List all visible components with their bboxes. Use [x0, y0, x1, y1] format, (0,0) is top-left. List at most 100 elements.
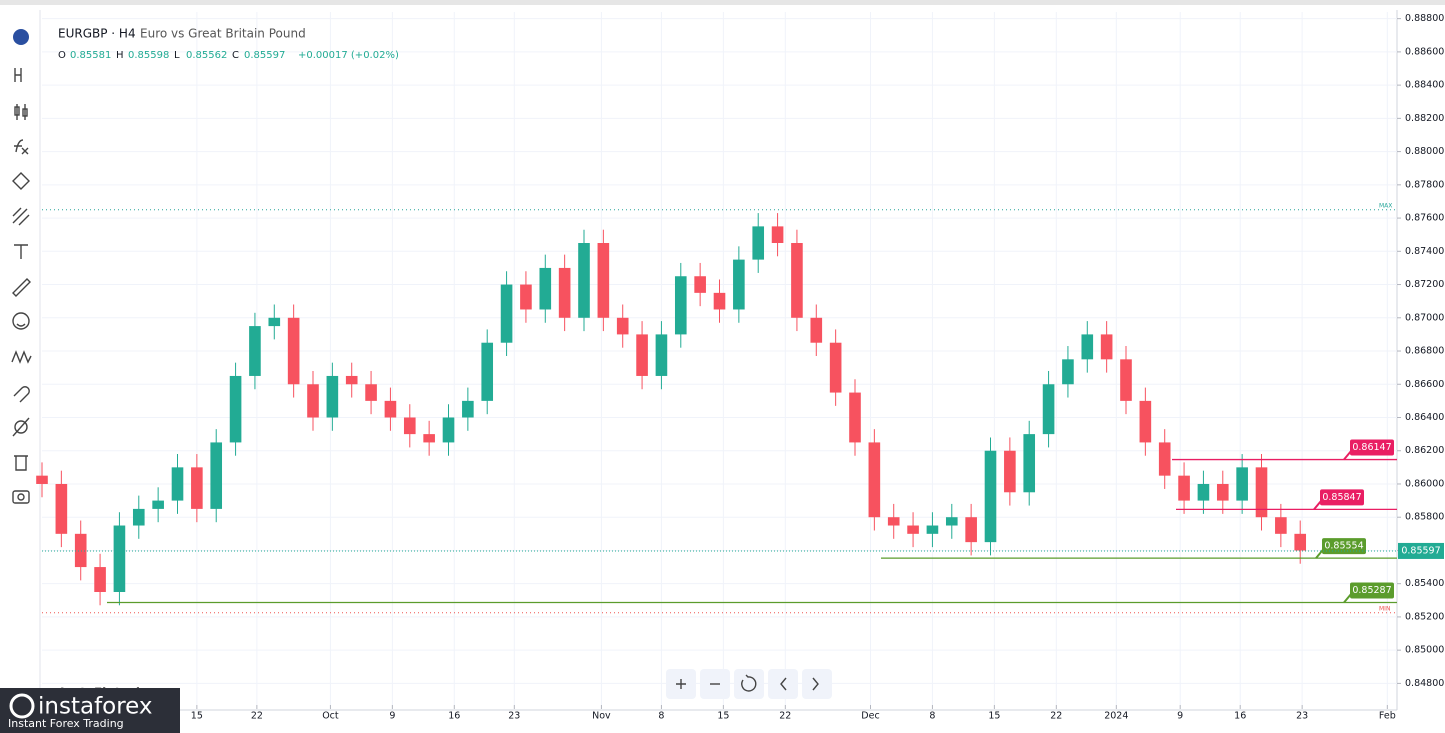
- candle-body: [1004, 450, 1016, 493]
- tool-indicators[interactable]: [14, 139, 29, 155]
- y-tick-label: 0.85400: [1405, 578, 1444, 589]
- x-tick-label: 22: [779, 711, 791, 722]
- candle-body: [1255, 467, 1268, 518]
- tool-delete[interactable]: [14, 455, 28, 471]
- x-tick-label: 23: [508, 711, 520, 722]
- y-tick-label: 0.87800: [1405, 179, 1444, 190]
- tool-patterns[interactable]: [11, 350, 32, 364]
- zoom-out-button[interactable]: [700, 669, 730, 699]
- candle-body: [984, 450, 997, 543]
- tool-text[interactable]: [14, 244, 28, 259]
- candle-body: [1294, 533, 1307, 551]
- logo-box: [0, 688, 180, 733]
- y-tick-label: 0.85200: [1405, 611, 1444, 622]
- candle-body: [1236, 467, 1248, 501]
- candle-body: [829, 342, 842, 393]
- y-tick-label: 0.87000: [1405, 312, 1444, 323]
- level-label: 0.86147: [1352, 442, 1391, 453]
- candle-body: [849, 392, 861, 443]
- y-tick-label: 0.86400: [1405, 412, 1444, 423]
- max-line-label: MAX: [1379, 202, 1392, 209]
- y-tick-label: 0.87400: [1405, 246, 1444, 257]
- candle-body: [674, 276, 687, 335]
- candle-body: [287, 317, 300, 385]
- ohlc-label: C: [232, 50, 239, 61]
- candle-body: [694, 276, 706, 293]
- candle-body: [113, 525, 126, 592]
- candle-body: [636, 334, 648, 376]
- y-tick-label: 0.88400: [1405, 80, 1444, 91]
- level-label-box: [1350, 582, 1394, 599]
- symbol-flag[interactable]: [13, 29, 29, 45]
- logo: instaforex: [38, 694, 153, 720]
- x-tick-label: Feb: [1379, 711, 1396, 722]
- candle-body: [94, 567, 106, 592]
- level-label-box: [1350, 439, 1394, 456]
- y-tick-label: 0.87600: [1405, 213, 1444, 224]
- candle-body: [616, 317, 629, 335]
- candle-body: [1062, 359, 1074, 385]
- level-label: 0.85847: [1322, 492, 1361, 503]
- tool-brush[interactable]: [12, 278, 31, 297]
- tool-lines[interactable]: [12, 207, 30, 226]
- last-price-label: 0.85597: [1401, 545, 1440, 556]
- tool-interval[interactable]: [14, 68, 22, 82]
- x-tick-label: 9: [389, 711, 395, 722]
- candle-body: [1042, 384, 1055, 435]
- tool-emoji[interactable]: [12, 312, 30, 330]
- x-tick-label: 15: [191, 711, 203, 722]
- candle-body: [500, 284, 513, 343]
- candle-body: [132, 508, 145, 526]
- x-tick-label: 23: [1296, 711, 1308, 722]
- zoom-in-button[interactable]: [666, 669, 696, 699]
- top-strip: [0, 0, 1445, 5]
- candle-body: [1158, 442, 1171, 476]
- candle-body: [268, 317, 281, 327]
- candle-body: [810, 317, 823, 343]
- logo-icon: [9, 693, 35, 719]
- y-tick-label: 0.85800: [1405, 512, 1444, 523]
- tagline: Instant Forex Trading: [8, 717, 124, 730]
- candle-body: [1275, 517, 1287, 534]
- level-label-box: [1320, 489, 1364, 506]
- candle-body: [462, 400, 474, 418]
- tool-shapes[interactable]: [12, 172, 30, 190]
- tool-hide[interactable]: [12, 417, 30, 437]
- candle-body: [1120, 359, 1132, 401]
- tool-candles[interactable]: [14, 104, 28, 120]
- candle-body: [907, 525, 919, 534]
- candle-body: [481, 342, 494, 401]
- candle-body: [326, 375, 339, 418]
- scroll-left-button[interactable]: [768, 669, 798, 699]
- candle-body: [423, 434, 435, 443]
- candle-body: [1216, 483, 1229, 501]
- x-tick-label: Dec: [861, 711, 879, 722]
- scroll-right-button[interactable]: [802, 669, 832, 699]
- y-tick-label: 0.88000: [1405, 146, 1444, 157]
- candle-body: [1178, 475, 1190, 501]
- y-tick-label: 0.86200: [1405, 445, 1444, 456]
- ohlc-value: 0.85581: [70, 50, 111, 61]
- candle-body: [345, 375, 358, 385]
- y-tick-label: 0.85000: [1405, 645, 1444, 656]
- candle-body: [926, 525, 939, 534]
- candle-body: [229, 375, 242, 443]
- x-tick-label: Oct: [322, 711, 339, 722]
- ohlc-label: O: [58, 50, 66, 61]
- candle-body: [307, 384, 319, 418]
- candle-body: [442, 417, 455, 443]
- candle-body: [597, 243, 610, 318]
- candle-body: [1100, 334, 1113, 360]
- ohlc-value: 0.85562: [186, 50, 227, 61]
- x-tick-label: 2024: [1104, 711, 1128, 722]
- candle-body: [152, 500, 164, 509]
- candle-body: [1139, 400, 1152, 443]
- tool-magnet[interactable]: [13, 386, 30, 403]
- tool-screenshot[interactable]: [12, 490, 30, 504]
- y-tick-label: 0.86800: [1405, 346, 1444, 357]
- x-tick-label: 8: [658, 711, 664, 722]
- reset-button[interactable]: [734, 669, 764, 699]
- candle-body: [771, 226, 784, 243]
